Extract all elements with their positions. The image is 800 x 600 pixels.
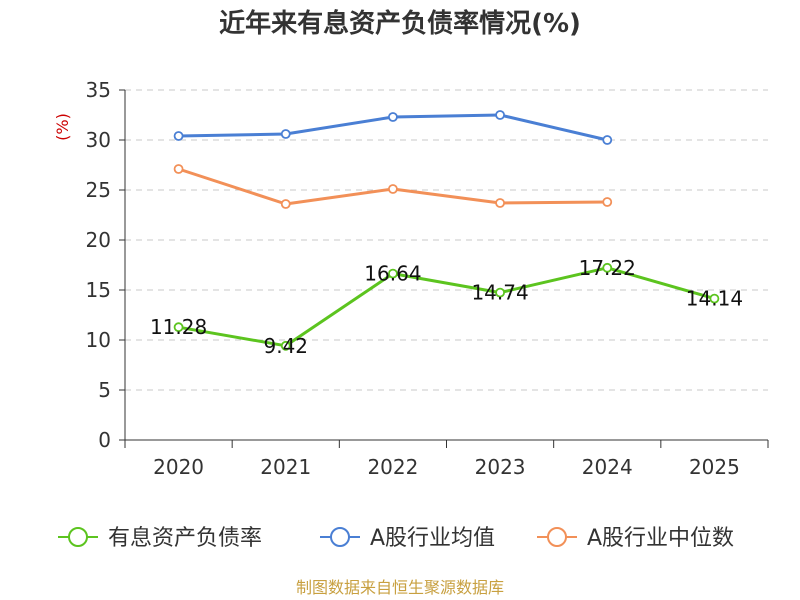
data-point: [709, 293, 720, 304]
data-point: [173, 322, 184, 333]
data-point: [388, 112, 398, 122]
x-tick-label: 2021: [260, 455, 311, 479]
y-tick-label: 15: [86, 278, 111, 302]
data-label: 14.14: [686, 287, 743, 311]
data-point: [280, 129, 291, 139]
grid-lines: [125, 89, 768, 391]
legend-swatch-marker: [330, 527, 350, 547]
legend: 有息资产负债率 A股行业均值 A股行业中位数: [58, 526, 734, 551]
x-tick-label: 2022: [367, 455, 418, 479]
data-label: 16.64: [364, 262, 421, 286]
y-axis-unit-label: (%): [53, 113, 72, 141]
legend-label: A股行业中位数: [587, 526, 734, 551]
data-point: [280, 340, 291, 351]
legend-item: 有息资产负债率: [58, 526, 262, 551]
data-label: 11.28: [150, 315, 207, 339]
legend-swatch-marker: [547, 527, 567, 547]
data-point: [280, 199, 291, 209]
y-tick-label: 0: [98, 428, 111, 452]
x-tick-label: 2020: [153, 455, 204, 479]
legend-label: 有息资产负债率: [108, 526, 262, 551]
data-point: [388, 268, 398, 279]
y-tick-label: 20: [86, 228, 111, 252]
source-note: 制图数据来自恒生聚源数据库: [296, 578, 504, 597]
data-point: [173, 131, 184, 141]
data-label: 14.74: [471, 281, 528, 305]
data-label: 9.42: [263, 334, 308, 358]
data-point: [602, 135, 613, 145]
data-point: [602, 197, 613, 207]
data-point: [173, 164, 184, 174]
data-point: [495, 287, 505, 298]
series-line-0: [178, 266, 715, 348]
data-point: [495, 110, 505, 120]
y-tick-label: 35: [86, 78, 111, 102]
data-point: [388, 184, 398, 194]
legend-item: A股行业均值: [320, 526, 495, 551]
y-tick-label: 10: [86, 328, 111, 352]
data-label: 17.22: [579, 256, 636, 280]
x-tick-label: 2023: [475, 455, 526, 479]
x-tick-label: 2024: [582, 455, 633, 479]
y-tick-label: 25: [86, 178, 111, 202]
data-labels: 11.28 9.42 16.64 14.74 17.22 14.14: [150, 256, 743, 358]
data-point: [495, 198, 505, 208]
chart-title: 近年来有息资产负债率情况(%): [219, 8, 581, 39]
data-point: [602, 262, 613, 273]
legend-item: A股行业中位数: [537, 526, 734, 551]
legend-label: A股行业均值: [370, 526, 495, 551]
series-lines: [173, 110, 720, 351]
legend-swatch-marker: [68, 527, 88, 547]
y-tick-label: 30: [86, 128, 111, 152]
y-tick-label: 5: [98, 378, 111, 402]
x-tick-label: 2025: [689, 455, 740, 479]
